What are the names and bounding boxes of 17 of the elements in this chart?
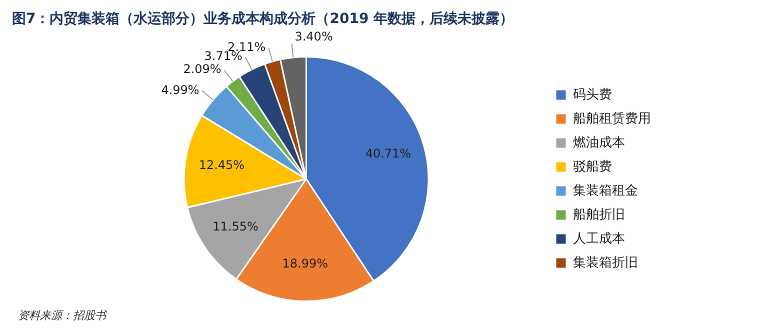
data-label: 18.99% [282,256,328,271]
legend-label: 集装箱租金 [573,183,638,198]
legend-label: 码头费 [573,87,612,102]
legend-label: 船舶折旧 [573,207,625,222]
data-label: 3.40% [294,30,333,44]
legend-label: 人工成本 [573,231,625,246]
data-label: 4.99% [161,82,200,97]
legend-label: 集装箱折旧 [573,255,638,270]
legend-label: 燃油成本 [573,135,625,150]
legend-label: 船舶租赁费用 [573,111,651,126]
data-label: 2.09% [183,62,222,76]
data-label: 12.45% [198,158,245,172]
legend-label: 驳船费 [573,159,612,174]
data-label: 40.71% [365,146,412,161]
data-label: 11.55% [212,219,258,234]
text: 资料来源：招股书 [17,308,108,323]
chart-title: 图7：内贸集装箱（水运部分）业务成本构成分析（2019 年数据，后续未披露） [11,10,515,29]
